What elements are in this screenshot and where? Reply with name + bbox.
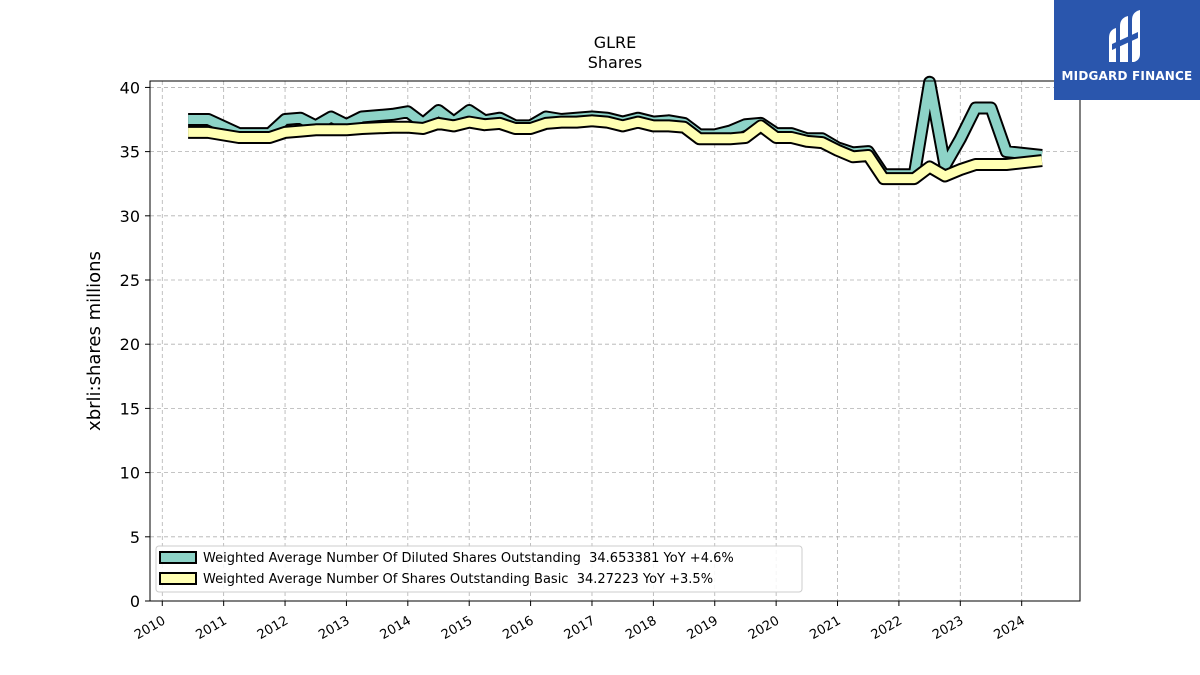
legend-label-diluted: Weighted Average Number Of Diluted Share… <box>203 551 734 566</box>
legend-frame <box>155 545 803 593</box>
brand-logo: MIDGARD FINANCE <box>1054 0 1200 100</box>
legend: Weighted Average Number Of Diluted Share… <box>155 545 803 593</box>
logo-text: MIDGARD FINANCE <box>1061 69 1193 83</box>
y-axis: 0 5 10 15 20 25 30 35 40 <box>120 78 150 611</box>
grid <box>150 81 1080 602</box>
series-layer <box>188 75 1043 186</box>
y-tick-label: 40 <box>120 78 140 97</box>
y-tick-label: 25 <box>120 271 140 290</box>
y-tick-label: 0 <box>130 592 140 611</box>
chart-subtitle: Shares <box>588 53 643 72</box>
legend-swatch-diluted <box>159 551 197 564</box>
series-line-1 <box>188 116 1043 184</box>
y-tick-label: 20 <box>120 335 140 354</box>
y-tick-label: 15 <box>120 399 140 418</box>
y-tick-label: 5 <box>130 528 140 547</box>
y-axis-label: xbrli:shares millions <box>84 251 105 431</box>
plot-frame <box>149 80 1081 602</box>
legend-swatch-basic <box>159 572 197 585</box>
y-tick-label: 35 <box>120 143 140 162</box>
logo-mark-icon <box>1109 10 1140 62</box>
chart-title: GLRE <box>594 33 637 52</box>
y-tick-label: 30 <box>120 207 140 226</box>
y-tick-label: 10 <box>120 464 140 483</box>
legend-label-basic: Weighted Average Number Of Shares Outsta… <box>203 572 713 587</box>
